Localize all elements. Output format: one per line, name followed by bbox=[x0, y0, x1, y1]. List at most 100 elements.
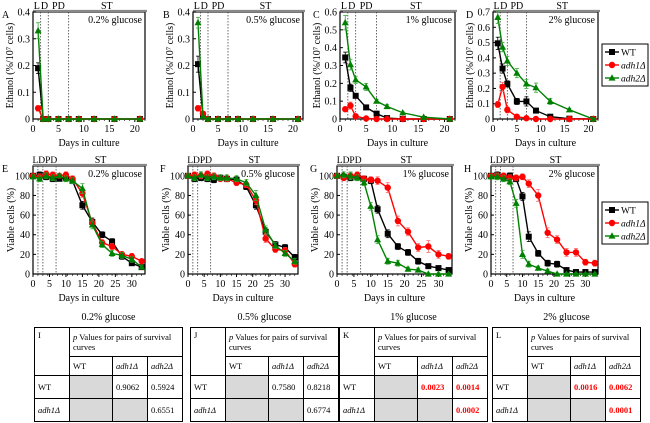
legend-item: adh2Δ bbox=[605, 74, 646, 85]
series-wt bbox=[334, 172, 452, 274]
marker-circle bbox=[494, 101, 501, 108]
marker-triangle bbox=[518, 250, 526, 257]
marker-triangle bbox=[563, 270, 571, 277]
marker-square bbox=[79, 202, 86, 209]
marker-triangle bbox=[75, 115, 83, 122]
table-row: WT 0.9062 0.5924 bbox=[34, 375, 183, 399]
y-tick-label: 80 bbox=[20, 191, 30, 202]
marker-triangle bbox=[108, 249, 116, 256]
p-value-cell: 0.6551 bbox=[147, 398, 183, 422]
marker-triangle bbox=[291, 257, 299, 264]
p-symbol: p bbox=[378, 332, 383, 342]
p-value-cell: 0.0014 bbox=[452, 375, 488, 399]
panel-letter: H bbox=[464, 164, 471, 175]
marker-triangle bbox=[88, 221, 96, 228]
marker-circle bbox=[523, 115, 530, 122]
y-tick-label: 0.2 bbox=[478, 84, 491, 95]
panel-letter: A bbox=[2, 10, 10, 21]
row-label: adh1Δ bbox=[34, 398, 70, 422]
y-tick-label: 20 bbox=[478, 250, 488, 261]
marker-triangle bbox=[210, 173, 218, 180]
series-adh1 bbox=[29, 170, 145, 265]
x-tick-label: 0 bbox=[186, 279, 191, 290]
table-row: adh1Δ 0.0001 bbox=[492, 398, 641, 422]
y-tick-label: 100 bbox=[319, 171, 334, 182]
series-wt bbox=[342, 51, 453, 122]
x-tick-label: 20 bbox=[94, 279, 104, 290]
legend-item: WT bbox=[605, 207, 636, 217]
panel-letter: D bbox=[466, 10, 473, 21]
marker-triangle bbox=[340, 171, 348, 178]
legend-label: adh2Δ bbox=[621, 75, 646, 85]
plot-frame bbox=[339, 11, 456, 120]
table-title: 0.2% glucose bbox=[81, 312, 136, 323]
marker-triangle bbox=[362, 83, 370, 90]
series-line bbox=[197, 22, 298, 120]
marker-square bbox=[554, 261, 561, 268]
empty-cell bbox=[374, 375, 418, 399]
marker-square bbox=[504, 80, 511, 87]
series-line bbox=[336, 174, 449, 275]
marker-square bbox=[499, 65, 506, 72]
y-tick-label: 0 bbox=[332, 115, 337, 126]
marker-triangle bbox=[49, 173, 57, 181]
marker-triangle bbox=[262, 226, 270, 233]
marker-circle bbox=[566, 115, 573, 123]
y-axis-label: Viable cells (%) bbox=[310, 188, 321, 252]
phase-label-d: D bbox=[201, 1, 208, 12]
marker-circle bbox=[519, 173, 526, 180]
empty-cell bbox=[374, 398, 418, 422]
y-tick-label: 0.2 bbox=[325, 79, 338, 90]
table-row: WT 0.0023 0.0014 bbox=[339, 375, 488, 399]
y-tick-label: 0.5 bbox=[478, 38, 491, 49]
marker-triangle bbox=[269, 115, 277, 122]
x-tick-label: 0 bbox=[335, 279, 340, 290]
x-tick-label: 30 bbox=[433, 279, 443, 290]
row-label: adh1Δ bbox=[492, 398, 528, 422]
column-header: adh2Δ bbox=[147, 356, 183, 376]
marker-triangle bbox=[373, 97, 381, 104]
marker-triangle bbox=[384, 257, 392, 264]
marker-circle bbox=[535, 192, 542, 199]
column-header: adh1Δ bbox=[268, 356, 304, 376]
p-symbol: p bbox=[229, 332, 234, 342]
marker-circle bbox=[342, 105, 349, 113]
marker-circle bbox=[394, 217, 402, 225]
marker-circle bbox=[499, 83, 506, 91]
marker-triangle bbox=[352, 75, 360, 83]
marker-circle bbox=[262, 235, 269, 242]
marker-circle bbox=[445, 253, 452, 260]
marker-triangle bbox=[414, 266, 422, 273]
series-line bbox=[32, 174, 142, 268]
series-adh1 bbox=[184, 170, 298, 268]
phase-label-l: L bbox=[341, 1, 347, 12]
marker-square bbox=[435, 265, 442, 272]
plot-frame bbox=[192, 11, 304, 120]
column-header: adh2Δ bbox=[452, 356, 488, 376]
row-label: adh1Δ bbox=[339, 398, 375, 422]
marker-triangle bbox=[420, 113, 428, 120]
y-tick-label: 80 bbox=[478, 191, 488, 202]
marker-circle bbox=[547, 115, 554, 123]
marker-circle bbox=[204, 170, 211, 178]
panel-letter: J bbox=[190, 327, 226, 376]
y-tick-label: 20 bbox=[324, 250, 334, 261]
marker-triangle bbox=[513, 69, 521, 76]
p-value-cell: 0.5924 bbox=[147, 375, 183, 399]
x-tick-label: 10 bbox=[238, 124, 248, 135]
marker-triangle bbox=[223, 173, 231, 181]
marker-triangle bbox=[90, 115, 98, 122]
x-tick-label: 20 bbox=[248, 279, 258, 290]
marker-circle bbox=[62, 171, 70, 179]
marker-square bbox=[35, 65, 42, 72]
p-value-cell: 0.0023 bbox=[417, 375, 453, 399]
y-tick-label: 0.2 bbox=[18, 61, 31, 72]
marker-circle bbox=[347, 102, 354, 109]
plot-frame bbox=[32, 11, 146, 120]
phase-label-pd: PD bbox=[510, 1, 523, 12]
y-axis-label: Ethanol (%/10⁷ cells) bbox=[165, 23, 176, 109]
y-tick-label: 0.4 bbox=[178, 8, 191, 19]
